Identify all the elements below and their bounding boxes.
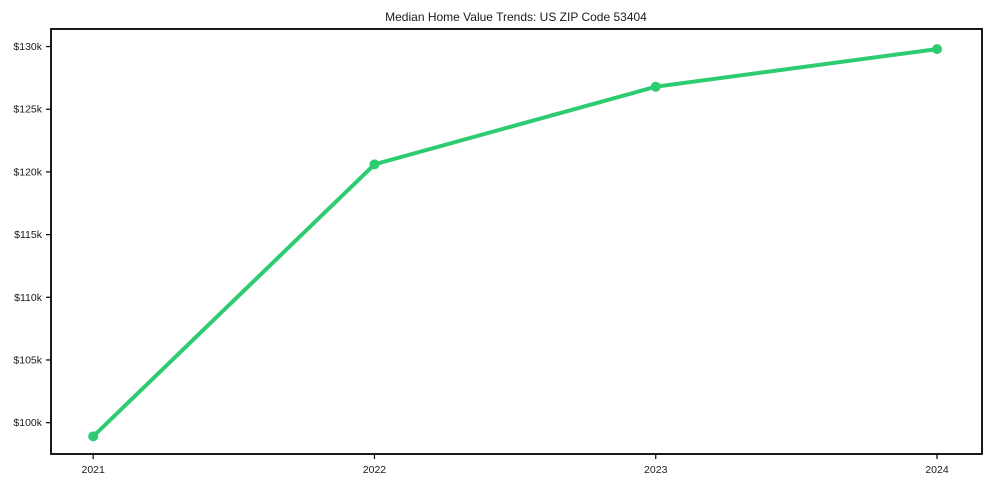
x-tick-label: 2023 bbox=[644, 464, 668, 476]
data-point-marker bbox=[650, 81, 661, 92]
x-tick-label: 2024 bbox=[925, 464, 949, 476]
y-tick-label: $115k bbox=[14, 229, 43, 241]
data-line bbox=[91, 47, 939, 439]
y-tick-label: $110k bbox=[14, 292, 43, 304]
data-point-marker bbox=[369, 159, 380, 170]
plot-area: $100k $105k $110k $115k $120k $125k $130k 2021 2… bbox=[13, 28, 983, 476]
y-tick-label: $100k bbox=[13, 417, 42, 429]
chart-title: Median Home Value Trends: US ZIP Code 53… bbox=[385, 10, 647, 24]
axes-box bbox=[50, 28, 983, 455]
x-tick-label: 2021 bbox=[82, 464, 106, 476]
y-tick-label: $105k bbox=[13, 354, 42, 366]
data-point-marker bbox=[88, 431, 99, 442]
x-tick-label: 2022 bbox=[363, 464, 387, 476]
y-tick-label: $125k bbox=[13, 104, 42, 116]
data-point-marker bbox=[932, 44, 942, 55]
y-tick-label: $120k bbox=[13, 166, 42, 178]
y-tick-label: $130k bbox=[13, 41, 42, 53]
